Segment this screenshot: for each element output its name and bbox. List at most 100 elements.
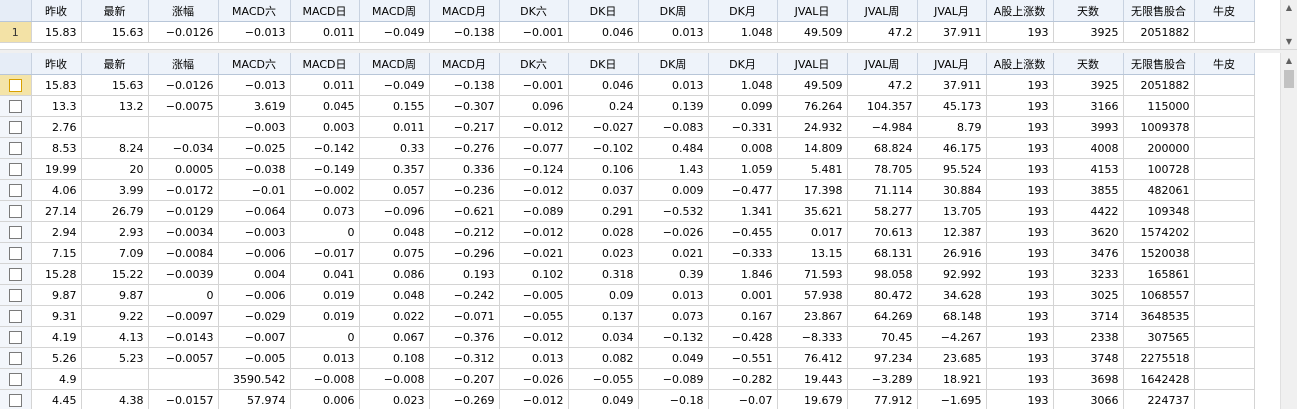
table-cell[interactable]: 0.013 — [290, 347, 360, 369]
table-cell[interactable]: −0.038 — [218, 158, 291, 180]
table-row[interactable]: 2.76 −0.003 0.003 0.011 −0.217 −0.012 −0.027 −0… — [0, 116, 1255, 138]
table-cell[interactable]: −0.077 — [499, 137, 569, 159]
column-header[interactable]: DK日 — [568, 0, 639, 22]
table-cell[interactable]: 193 — [986, 95, 1054, 117]
table-cell[interactable]: −0.089 — [499, 200, 569, 222]
table-cell[interactable]: 46.175 — [917, 137, 987, 159]
column-header[interactable]: 最新 — [81, 0, 149, 22]
row-select-cell[interactable] — [0, 179, 32, 201]
table-cell[interactable]: 109348 — [1123, 200, 1195, 222]
table-cell[interactable]: 0.336 — [429, 158, 500, 180]
table-cell[interactable]: 193 — [986, 263, 1054, 285]
table-cell[interactable]: 3166 — [1053, 95, 1124, 117]
table-cell[interactable]: 1.048 — [708, 21, 778, 43]
table-cell[interactable]: 0.013 — [499, 347, 569, 369]
table-cell[interactable]: 18.921 — [917, 368, 987, 390]
table-cell[interactable]: −0.307 — [429, 95, 500, 117]
table-cell[interactable]: −0.012 — [499, 389, 569, 409]
table-cell[interactable] — [1194, 263, 1255, 285]
table-cell[interactable]: 13.705 — [917, 200, 987, 222]
table-cell[interactable]: 0.09 — [568, 284, 639, 306]
table-cell[interactable]: −0.217 — [429, 116, 500, 138]
table-row[interactable]: 9.31 9.22 −0.0097 −0.029 0.019 0.022 −0.071 −0.… — [0, 305, 1255, 327]
table-cell[interactable]: 2338 — [1053, 326, 1124, 348]
table-cell[interactable]: 0.046 — [568, 74, 639, 96]
row-checkbox[interactable] — [8, 78, 22, 92]
table-cell[interactable]: 68.824 — [847, 137, 918, 159]
table-cell[interactable]: 92.992 — [917, 263, 987, 285]
table-cell[interactable]: 57.938 — [777, 284, 848, 306]
column-header[interactable]: 无限售股合 — [1123, 53, 1195, 75]
column-header[interactable]: MACD周 — [359, 53, 430, 75]
table-cell[interactable]: −0.132 — [638, 326, 709, 348]
table-cell[interactable]: 1009378 — [1123, 116, 1195, 138]
table-cell[interactable]: −0.012 — [499, 326, 569, 348]
summary-corner-header[interactable] — [0, 0, 32, 22]
table-cell[interactable]: 3714 — [1053, 305, 1124, 327]
column-header[interactable]: A股上涨数 — [986, 0, 1054, 22]
table-cell[interactable]: 0.011 — [290, 74, 360, 96]
table-cell[interactable]: −0.026 — [499, 368, 569, 390]
row-checkbox[interactable] — [8, 120, 22, 134]
table-cell[interactable]: −0.0097 — [148, 305, 219, 327]
table-cell[interactable]: 0.021 — [638, 242, 709, 264]
table-cell[interactable]: 45.173 — [917, 95, 987, 117]
table-cell[interactable]: −0.049 — [359, 21, 430, 43]
table-cell[interactable]: 8.24 — [81, 137, 149, 159]
column-header[interactable]: MACD日 — [290, 53, 360, 75]
table-cell[interactable]: 0.067 — [359, 326, 430, 348]
table-cell[interactable]: 0.013 — [638, 284, 709, 306]
table-cell[interactable]: 4.38 — [81, 389, 149, 409]
table-cell[interactable]: 2051882 — [1123, 74, 1195, 96]
table-cell[interactable]: 8.53 — [31, 137, 82, 159]
row-checkbox[interactable] — [8, 288, 22, 302]
table-cell[interactable]: 193 — [986, 368, 1054, 390]
table-cell[interactable]: −0.621 — [429, 200, 500, 222]
table-cell[interactable]: −0.312 — [429, 347, 500, 369]
table-cell[interactable]: 5.23 — [81, 347, 149, 369]
table-cell[interactable]: 0.046 — [568, 21, 639, 43]
table-cell[interactable]: 15.28 — [31, 263, 82, 285]
table-cell[interactable]: −0.008 — [359, 368, 430, 390]
table-cell[interactable]: 0 — [290, 221, 360, 243]
table-cell[interactable]: −0.242 — [429, 284, 500, 306]
column-header[interactable]: MACD日 — [290, 0, 360, 22]
row-checkbox[interactable] — [8, 225, 22, 239]
table-cell[interactable]: 3590.542 — [218, 368, 291, 390]
table-cell[interactable]: −0.276 — [429, 137, 500, 159]
table-cell[interactable]: −0.282 — [708, 368, 778, 390]
table-cell[interactable]: 23.685 — [917, 347, 987, 369]
table-cell[interactable]: 0.073 — [290, 200, 360, 222]
table-cell[interactable]: 98.058 — [847, 263, 918, 285]
table-cell[interactable]: −0.026 — [638, 221, 709, 243]
table-cell[interactable]: 100728 — [1123, 158, 1195, 180]
table-cell[interactable]: 3993 — [1053, 116, 1124, 138]
column-header[interactable]: DK六 — [499, 53, 569, 75]
table-row[interactable]: 4.06 3.99 −0.0172 −0.01 −0.002 0.057 −0.236 −0.… — [0, 179, 1255, 201]
table-cell[interactable]: −0.331 — [708, 116, 778, 138]
table-cell[interactable]: 0.008 — [708, 137, 778, 159]
table-cell[interactable]: 3.619 — [218, 95, 291, 117]
table-cell[interactable] — [1194, 137, 1255, 159]
table-cell[interactable]: 0.017 — [777, 221, 848, 243]
row-select-cell[interactable] — [0, 221, 32, 243]
table-cell[interactable]: 0.041 — [290, 263, 360, 285]
table-cell[interactable]: 14.809 — [777, 137, 848, 159]
table-cell[interactable]: −0.012 — [499, 116, 569, 138]
table-cell[interactable]: 0.006 — [290, 389, 360, 409]
table-cell[interactable]: 0.086 — [359, 263, 430, 285]
table-cell[interactable]: 7.15 — [31, 242, 82, 264]
table-cell[interactable]: −0.012 — [499, 221, 569, 243]
table-cell[interactable]: 3025 — [1053, 284, 1124, 306]
row-select-cell[interactable] — [0, 74, 32, 96]
table-cell[interactable]: −0.428 — [708, 326, 778, 348]
table-cell[interactable]: 58.277 — [847, 200, 918, 222]
column-header[interactable]: JVAL月 — [917, 53, 987, 75]
table-cell[interactable]: 9.31 — [31, 305, 82, 327]
column-header[interactable]: 昨收 — [31, 53, 82, 75]
table-cell[interactable]: 8.79 — [917, 116, 987, 138]
table-cell[interactable]: −0.002 — [290, 179, 360, 201]
table-cell[interactable]: −0.049 — [359, 74, 430, 96]
table-cell[interactable]: 193 — [986, 347, 1054, 369]
table-cell[interactable]: −0.096 — [359, 200, 430, 222]
